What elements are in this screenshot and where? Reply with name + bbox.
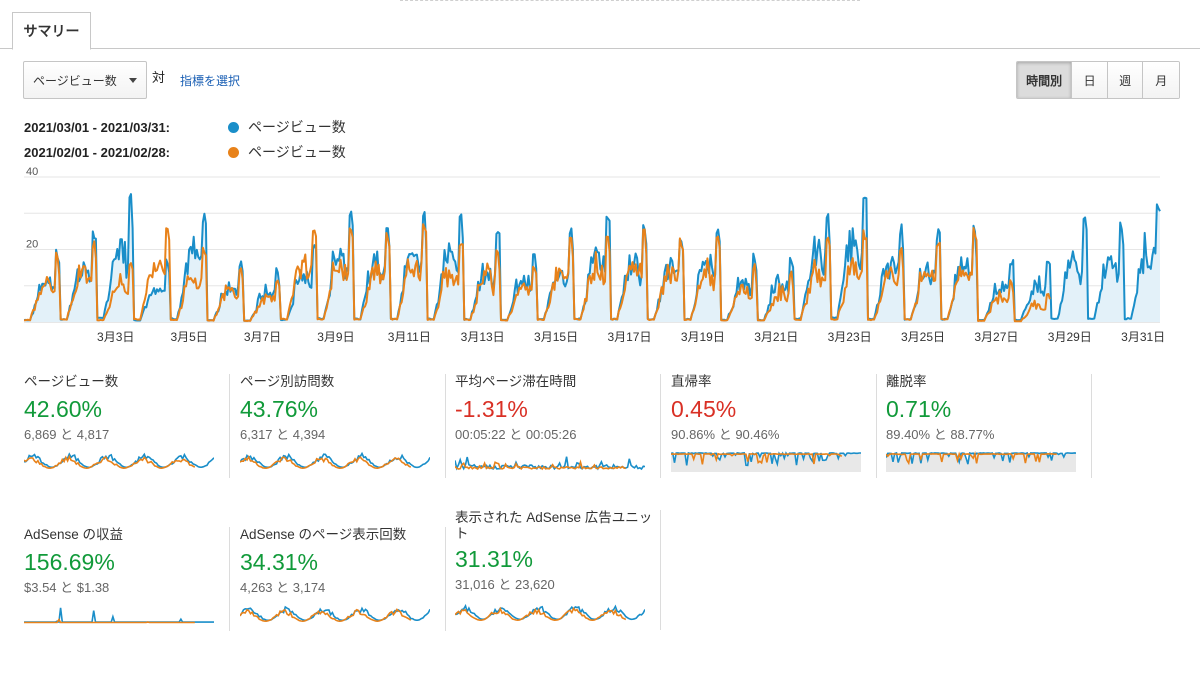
metric-card-percent: 0.71%	[886, 396, 952, 422]
metric-card-comparison: 31,016 と 23,620	[455, 577, 555, 592]
select-metric-link[interactable]: 指標を選択	[180, 74, 241, 88]
metric-card-comparison: 6,317 と 4,394	[240, 427, 326, 442]
metric-card-comparison: 6,869 と 4,817	[24, 427, 110, 442]
metric-card-label: 表示された AdSense 広告ユニット	[455, 510, 653, 541]
top-divider	[400, 0, 860, 1]
x-tick-label: 3月31日	[1121, 330, 1165, 344]
tab-summary[interactable]: サマリー	[12, 12, 91, 50]
sparkline-chart	[240, 605, 430, 623]
metric-card-label: ページ別訪問数	[240, 374, 335, 389]
sparkline-current	[671, 451, 861, 468]
vs-label: 対	[152, 70, 166, 85]
metric-card-label: AdSense の収益	[24, 527, 124, 542]
y-tick-label: 20	[26, 239, 38, 251]
metric-dropdown[interactable]: ページビュー数	[23, 61, 147, 99]
metric-card[interactable]: AdSense の収益 156.69% $3.54 と $1.38	[24, 527, 230, 631]
metric-card-label: 直帰率	[671, 374, 712, 389]
metric-card[interactable]: ページビュー数 42.60% 6,869 と 4,817	[24, 374, 230, 478]
metric-card-percent: 31.31%	[455, 546, 534, 572]
x-tick-label: 3月15日	[534, 330, 578, 344]
sparkline-previous	[671, 452, 843, 465]
period-month-button[interactable]: 月	[1143, 62, 1179, 98]
sparkline-previous	[240, 608, 412, 623]
x-tick-label: 3月21日	[754, 330, 798, 344]
metric-card[interactable]: 直帰率 0.45% 90.86% と 90.46%	[671, 374, 877, 478]
period-selector: 時間別 日 週 月	[1016, 61, 1180, 99]
x-tick-label: 3月19日	[681, 330, 725, 344]
sparkline-previous	[886, 450, 1057, 466]
x-tick-label: 3月5日	[170, 330, 207, 344]
x-tick-label: 3月27日	[974, 330, 1018, 344]
sparkline-chart	[455, 456, 645, 471]
y-tick-label: 40	[26, 166, 38, 178]
series-area-current	[24, 194, 1160, 322]
metric-card-percent: 156.69%	[24, 549, 115, 575]
sparkline-previous	[24, 618, 195, 624]
legend-range: 2021/02/01 - 2021/02/28:	[24, 144, 171, 160]
metric-card-comparison: 89.40% と 88.77%	[886, 427, 995, 442]
legend-dot-icon	[228, 121, 239, 133]
metric-card-comparison: 00:05:22 と 00:05:26	[455, 427, 577, 442]
sparkline-chart	[24, 607, 214, 624]
legend-dot-icon	[228, 146, 239, 158]
period-hourly-button[interactable]: 時間別	[1017, 62, 1073, 98]
metric-card[interactable]: 平均ページ滞在時間 -1.31% 00:05:22 と 00:05:26	[455, 374, 661, 478]
metric-card-comparison: 90.86% と 90.46%	[671, 427, 780, 442]
metric-card[interactable]: ページ別訪問数 43.76% 6,317 と 4,394	[240, 374, 446, 478]
x-tick-label: 3月23日	[828, 330, 872, 344]
sparkline-previous	[24, 454, 196, 470]
metric-card-comparison: 4,263 と 3,174	[240, 580, 326, 595]
x-tick-label: 3月3日	[97, 330, 134, 344]
legend-series-name: ページビュー数	[248, 144, 346, 160]
metric-card[interactable]: 表示された AdSense 広告ユニット 31.31% 31,016 と 23,62…	[455, 510, 661, 630]
x-tick-label: 3月25日	[901, 330, 945, 344]
sparkline-current	[24, 607, 214, 624]
sparkline-previous	[455, 459, 626, 471]
x-tick-label: 3月11日	[388, 330, 431, 344]
pageviews-line-chart: 40 20 3月3日 3月5日 3月7日 3月9日 3月11日 3月13日 3月15日 3月17日…	[23, 166, 1165, 344]
metric-card-label: 平均ページ滞在時間	[455, 374, 577, 389]
legend-current: 2021/03/01 - 2021/03/31: ページビュー数	[24, 118, 346, 136]
x-tick-label: 3月29日	[1048, 330, 1092, 344]
sparkline-chart	[886, 450, 1076, 472]
metric-card-label: 離脱率	[886, 374, 927, 389]
legend-range: 2021/03/01 - 2021/03/31:	[24, 119, 171, 135]
x-tick-label: 3月7日	[244, 330, 281, 344]
tab-bar: サマリー	[0, 0, 1200, 50]
metric-card-percent: 34.31%	[240, 549, 319, 575]
metric-card[interactable]: AdSense のページ表示回数 34.31% 4,263 と 3,174	[240, 527, 446, 631]
sparkline-chart	[240, 451, 430, 470]
metric-card-percent: -1.31%	[455, 396, 528, 422]
sparkline-previous	[240, 454, 412, 470]
sparkline-previous	[455, 606, 627, 622]
legend-previous: 2021/02/01 - 2021/02/28: ページビュー数	[24, 143, 346, 161]
metric-card-comparison: $3.54 と $1.38	[24, 580, 110, 595]
legend-series-name: ページビュー数	[248, 119, 346, 135]
caret-down-icon	[129, 78, 137, 83]
x-tick-label: 3月13日	[461, 330, 505, 344]
sparkline-current	[455, 456, 645, 471]
sparkline-chart	[671, 451, 861, 472]
x-tick-label: 3月9日	[317, 330, 354, 344]
metric-card-label: ページビュー数	[24, 374, 119, 389]
x-tick-label: 3月17日	[607, 330, 651, 344]
sparkline-chart	[455, 603, 645, 622]
metric-card-percent: 42.60%	[24, 396, 103, 422]
period-day-button[interactable]: 日	[1072, 62, 1108, 98]
metric-card-percent: 0.45%	[671, 396, 737, 422]
sparkline-chart	[24, 452, 214, 470]
metric-dropdown-value: ページビュー数	[33, 73, 117, 88]
metric-card[interactable]: 離脱率 0.71% 89.40% と 88.77%	[886, 374, 1092, 478]
series-line-previous	[23, 223, 1051, 323]
metric-card-percent: 43.76%	[240, 396, 319, 422]
metric-card-label: AdSense のページ表示回数	[240, 527, 407, 542]
period-week-button[interactable]: 週	[1107, 62, 1144, 98]
